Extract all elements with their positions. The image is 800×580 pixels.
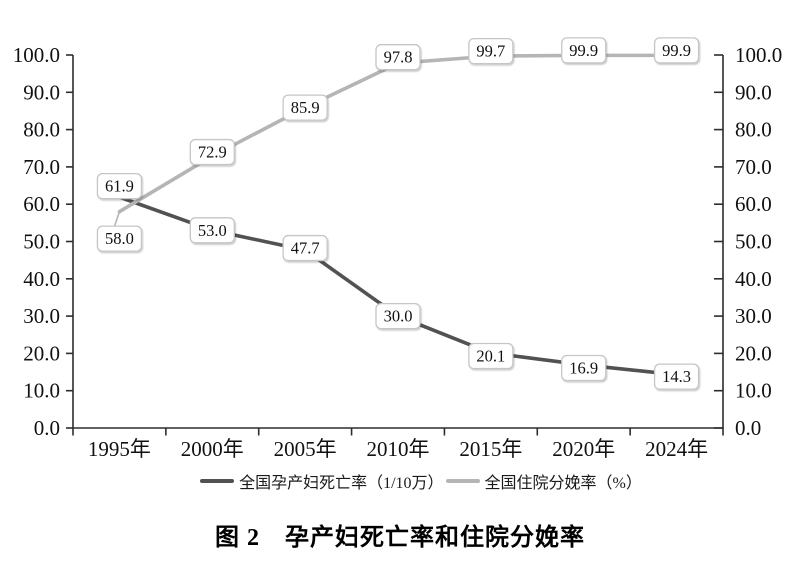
data-label-box bbox=[561, 37, 607, 64]
legend-label-mortality: 全国孕产妇死亡率（1/10万） bbox=[239, 475, 444, 492]
right-tick-label: 0.0 bbox=[735, 416, 761, 440]
left-tick-label: 100.0 bbox=[13, 43, 60, 67]
x-axis-label: 1995年 bbox=[88, 437, 151, 461]
data-label-box bbox=[96, 225, 143, 252]
left-tick-label: 80.0 bbox=[23, 118, 60, 142]
x-axis-label: 2024年 bbox=[645, 437, 708, 461]
data-label: 72.9 bbox=[198, 143, 227, 162]
left-tick-label: 30.0 bbox=[23, 304, 60, 328]
data-label: 99.7 bbox=[476, 42, 505, 61]
x-axis-label: 2015年 bbox=[459, 437, 522, 461]
right-tick-label: 20.0 bbox=[735, 341, 772, 365]
x-axis-label: 2005年 bbox=[274, 437, 337, 461]
data-label: 30.0 bbox=[384, 307, 413, 326]
x-axis-label: 2010年 bbox=[367, 437, 430, 461]
right-tick-label: 80.0 bbox=[735, 118, 772, 142]
line-chart: 0.0 0.0 10.0 10.0 20.0 20.0 30.0 30.0 40.0 40.0 50… bbox=[13, 37, 782, 461]
legend-line-mortality-icon bbox=[200, 479, 235, 483]
legend-item-delivery: 全国住院分娩率（%） bbox=[445, 469, 642, 493]
legend-item-mortality: 全国孕产妇死亡率（1/10万） bbox=[200, 469, 444, 493]
left-tick-label: 50.0 bbox=[23, 230, 60, 254]
left-tick-label: 10.0 bbox=[23, 379, 60, 403]
label-leader bbox=[113, 211, 121, 227]
right-tick-label: 60.0 bbox=[735, 192, 772, 216]
data-label: 53.0 bbox=[198, 221, 227, 240]
data-label-box bbox=[375, 44, 421, 71]
left-tick-label: 90.0 bbox=[23, 80, 60, 104]
data-label: 14.3 bbox=[662, 367, 691, 386]
left-tick-label: 70.0 bbox=[23, 155, 60, 179]
data-label-box bbox=[375, 302, 421, 330]
axis-frame bbox=[72, 55, 724, 429]
data-label: 47.7 bbox=[291, 239, 320, 258]
data-label-box bbox=[282, 234, 328, 262]
data-label-box bbox=[561, 354, 607, 382]
right-tick-label: 40.0 bbox=[735, 267, 772, 291]
x-axis-label: 2000年 bbox=[181, 437, 244, 461]
data-label-box bbox=[653, 37, 700, 64]
data-label: 61.9 bbox=[105, 177, 134, 196]
x-axis-label: 2020年 bbox=[552, 437, 615, 461]
data-label: 99.9 bbox=[662, 41, 691, 60]
left-tick-label: 60.0 bbox=[23, 192, 60, 216]
data-label: 20.1 bbox=[476, 347, 505, 366]
data-label: 58.0 bbox=[105, 229, 134, 248]
right-tick-label: 50.0 bbox=[735, 230, 772, 254]
right-tick-label: 30.0 bbox=[735, 304, 772, 328]
data-label: 99.9 bbox=[569, 41, 598, 60]
figure-caption: 图 2 孕产妇死亡率和住院分娩率 bbox=[215, 525, 585, 551]
data-label-box bbox=[282, 94, 328, 121]
data-label: 85.9 bbox=[291, 98, 320, 117]
data-label: 97.8 bbox=[384, 48, 413, 67]
right-tick-label: 10.0 bbox=[735, 379, 772, 403]
legend-line-delivery-icon bbox=[445, 479, 480, 483]
data-label-box bbox=[96, 172, 143, 200]
data-label-box bbox=[189, 138, 235, 166]
series-line-1 bbox=[117, 53, 679, 214]
left-tick-label: 0.0 bbox=[34, 416, 60, 440]
data-label-box bbox=[468, 342, 514, 370]
data-label-box bbox=[189, 217, 235, 244]
data-label: 16.9 bbox=[569, 358, 598, 377]
right-tick-label: 100.0 bbox=[735, 43, 782, 67]
data-label-box bbox=[653, 363, 700, 390]
legend-label-delivery: 全国住院分娩率（%） bbox=[484, 475, 642, 492]
left-tick-label: 20.0 bbox=[23, 341, 60, 365]
left-tick-label: 40.0 bbox=[23, 267, 60, 291]
right-tick-label: 70.0 bbox=[735, 155, 772, 179]
right-tick-label: 90.0 bbox=[735, 80, 772, 104]
chart-legend: 全国孕产妇死亡率（1/10万） 全国住院分娩率（%） bbox=[21, 469, 800, 493]
data-label-box bbox=[468, 37, 514, 65]
